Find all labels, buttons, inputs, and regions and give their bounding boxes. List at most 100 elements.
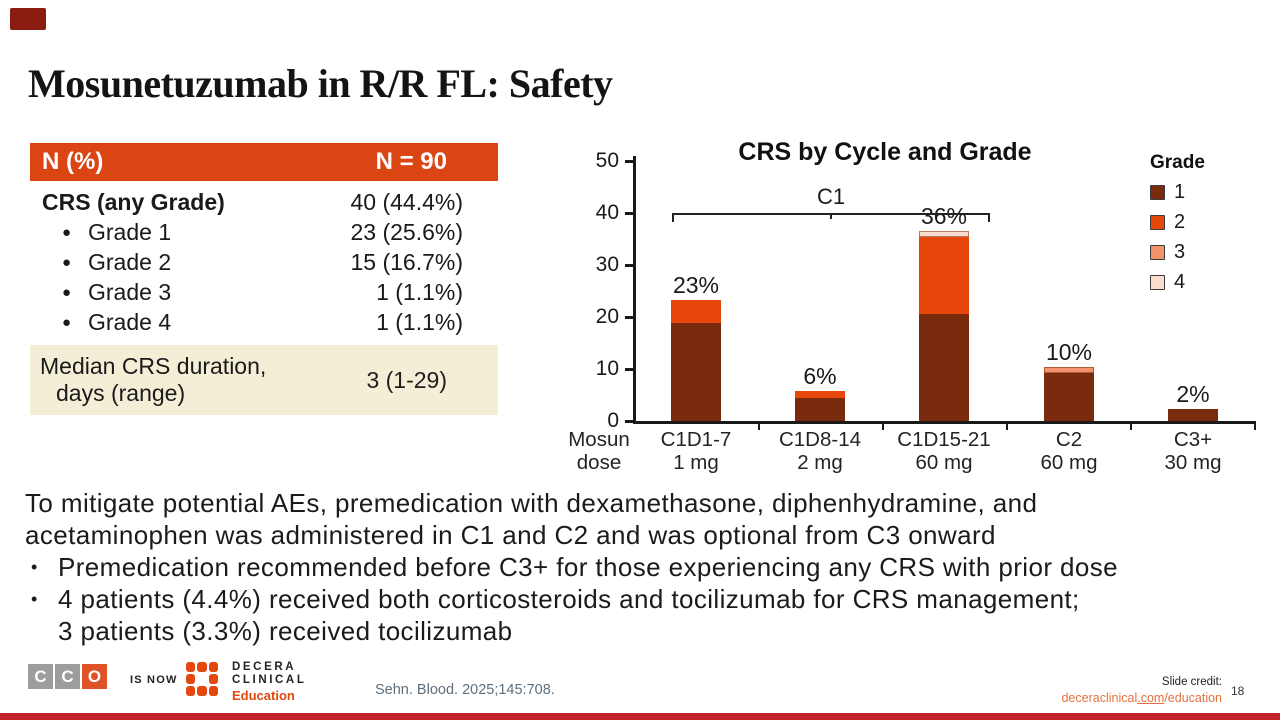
- brand-line: CLINICAL: [232, 674, 307, 686]
- bar-segment-grade2: [671, 299, 721, 323]
- median-label-line2: days (range): [56, 380, 186, 406]
- x-category-line: C1D15-21: [897, 428, 991, 451]
- legend-title: Grade: [1150, 152, 1205, 173]
- decera-logo-icon: [186, 662, 218, 696]
- legend-label: 4: [1174, 271, 1186, 293]
- table-body: CRS (any Grade) 40 (44.4%) ● Grade 1 23 (…: [30, 181, 498, 337]
- note-bullet-text: 4 patients (4.4%) received both corticos…: [58, 584, 1080, 614]
- row-value: 40 (44.4%): [350, 188, 463, 215]
- y-tick: [625, 264, 635, 267]
- legend-label: 2: [1174, 211, 1186, 233]
- bar-total-label: 36%: [920, 203, 968, 230]
- x-category-line: C2: [1055, 428, 1083, 451]
- x-axis-prefix-line2: dose: [576, 451, 622, 474]
- x-category-label: C1D1-7 1 mg: [634, 428, 758, 474]
- y-tick-label: 20: [595, 305, 619, 328]
- slide-credit-label: Slide credit:: [1161, 676, 1222, 688]
- bottom-accent-bar: [0, 713, 1280, 720]
- legend-label: 3: [1174, 241, 1186, 263]
- x-category-line: 60 mg: [915, 451, 973, 474]
- median-label-line1: Median CRS duration,: [40, 353, 267, 379]
- x-category-line: C3+: [1173, 428, 1213, 451]
- row-value: 15 (16.7%): [350, 248, 463, 275]
- decera-wordmark: DECERA CLINICAL Education: [232, 661, 306, 703]
- x-category-line: 60 mg: [1040, 451, 1098, 474]
- brand-line: DECERA: [232, 661, 297, 673]
- table-header-label: N (%): [42, 148, 104, 175]
- x-tick: [1130, 421, 1132, 430]
- notes-block: To mitigate potential AEs, premedication…: [25, 487, 1265, 647]
- legend-item-grade-3: 3: [1150, 241, 1205, 264]
- chart-legend: Grade 1 2 3 4: [1150, 152, 1205, 301]
- x-tick: [1254, 421, 1256, 430]
- bullet-dot-icon: ●: [62, 313, 72, 331]
- c1-bracket-label: C1: [816, 184, 846, 209]
- bar-segment-grade3: [1044, 366, 1094, 374]
- x-category-label: C3+ 30 mg: [1131, 428, 1255, 474]
- x-category-label: C1D8-14 2 mg: [758, 428, 882, 474]
- bar-total-label: 6%: [803, 363, 837, 390]
- x-tick: [882, 421, 884, 430]
- corner-accent: [10, 8, 46, 30]
- link-part[interactable]: /education: [1164, 691, 1222, 705]
- bullet-dot-icon: •: [31, 557, 38, 577]
- bar-segment-grade1: [1044, 373, 1094, 421]
- y-tick: [625, 368, 635, 371]
- note-bullet-text: Premedication recommended before C3+ for…: [58, 552, 1119, 582]
- bar-total-label: 23%: [672, 271, 720, 298]
- note-line: acetaminophen was administered in C1 and…: [25, 520, 996, 550]
- y-tick-label: 0: [607, 409, 619, 432]
- legend-swatch: [1150, 275, 1165, 290]
- note-bullet: • Premedication recommended before C3+ f…: [25, 551, 1265, 583]
- cco-logo-letter: C: [55, 664, 80, 689]
- crs-chart: CRS by Cycle and Grade Mosun dose Grade …: [565, 136, 1280, 488]
- reference-citation: Sehn. Blood. 2025;145:708.: [375, 682, 555, 698]
- row-value: 1 (1.1%): [376, 308, 463, 335]
- bar-segment-grade1: [919, 314, 969, 421]
- y-tick: [625, 420, 635, 423]
- bar-segment-grade1: [1168, 408, 1218, 421]
- link-part[interactable]: deceraclinical: [1061, 691, 1138, 705]
- row-value: 23 (25.6%): [350, 218, 463, 245]
- bar-total-label: 2%: [1176, 380, 1210, 407]
- legend-swatch: [1150, 215, 1165, 230]
- legend-item-grade-2: 2: [1150, 211, 1205, 234]
- bar-segment-grade2: [919, 237, 969, 315]
- page-title: Mosunetuzumab in R/R FL: Safety: [28, 61, 613, 106]
- note-line: To mitigate potential AEs, premedication…: [25, 488, 1038, 518]
- bar-segment-grade2: [795, 391, 845, 398]
- median-value: 3 (1-29): [366, 366, 447, 393]
- bar-segment-grade4: [919, 231, 969, 238]
- row-label: Grade 1: [88, 218, 172, 245]
- row-value: 1 (1.1%): [376, 278, 463, 305]
- is-now-label: IS NOW: [130, 674, 178, 686]
- table-row: ● Grade 4 1 (1.1%): [30, 307, 498, 337]
- link-part[interactable]: .com: [1137, 691, 1165, 705]
- x-axis-prefix-line1: Mosun: [568, 428, 630, 451]
- row-label: Grade 4: [88, 308, 172, 335]
- y-tick: [625, 212, 635, 215]
- y-tick-label: 10: [595, 357, 619, 380]
- table-row: ● Grade 1 23 (25.6%): [30, 217, 498, 247]
- x-category-line: C1D8-14: [778, 428, 862, 451]
- note-bullet-continuation: 3 patients (3.3%) received tocilizumab: [58, 616, 513, 646]
- y-tick-label: 30: [595, 253, 619, 276]
- x-tick: [1006, 421, 1008, 430]
- x-category-line: 2 mg: [797, 451, 843, 474]
- bullet-dot-icon: ●: [62, 283, 72, 301]
- bullet-dot-icon: ●: [62, 253, 72, 271]
- x-tick: [758, 421, 760, 430]
- summary-table: N (%) N = 90 CRS (any Grade) 40 (44.4%) …: [30, 143, 498, 415]
- page-number: 18: [1231, 684, 1245, 698]
- cco-logo-letter: O: [82, 664, 107, 689]
- table-header-value: N = 90: [375, 148, 447, 175]
- c1-bracket-center-tick: [830, 213, 832, 219]
- table-row: ● Grade 2 15 (16.7%): [30, 247, 498, 277]
- legend-item-grade-1: 1: [1150, 181, 1205, 204]
- slide-credit-link[interactable]: deceraclinical.com/education: [1002, 691, 1222, 705]
- bullet-dot-icon: •: [31, 589, 38, 609]
- table-header-row: N (%) N = 90: [30, 143, 498, 181]
- x-category-line: C1D1-7: [660, 428, 732, 451]
- cco-logo-letter: C: [28, 664, 53, 689]
- row-label: Grade 3: [88, 278, 172, 305]
